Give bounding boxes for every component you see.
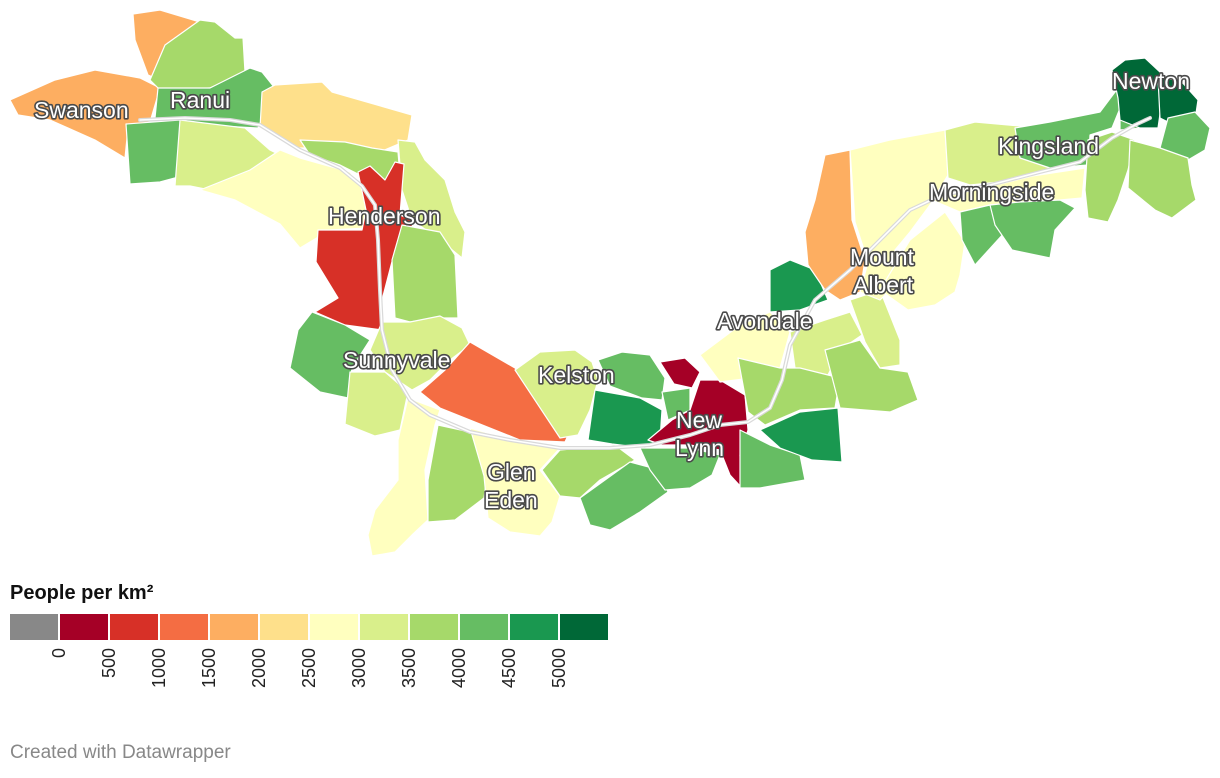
region-kingsland[interactable] bbox=[1014, 87, 1126, 169]
label-kingsland: Kingsland bbox=[998, 133, 1099, 159]
legend-tick-2500: 2500 bbox=[299, 648, 319, 688]
region-eden-terrace[interactable] bbox=[1127, 139, 1197, 219]
region-mount-albert-south[interactable] bbox=[879, 211, 966, 311]
label-henderson: Henderson bbox=[328, 203, 441, 229]
legend-tick-4000: 4000 bbox=[449, 648, 469, 688]
legend-tick-3000: 3000 bbox=[349, 648, 369, 688]
region-avondale-southeast[interactable] bbox=[824, 339, 919, 413]
legend-swatch-2 bbox=[110, 614, 158, 640]
label-mount-albert-line2: Albert bbox=[853, 272, 914, 298]
legend-swatch-9 bbox=[460, 614, 508, 640]
label-newton: Newton bbox=[1112, 68, 1190, 94]
label-new-lynn-line2: Lynn bbox=[675, 435, 724, 461]
label-kelston: Kelston bbox=[538, 362, 615, 388]
legend-swatch-0 bbox=[10, 614, 58, 640]
legend-swatch-7 bbox=[360, 614, 408, 640]
legend-swatch-10 bbox=[510, 614, 558, 640]
legend-tick-500: 500 bbox=[99, 648, 119, 678]
region-kelston[interactable] bbox=[514, 349, 599, 439]
label-morningside: Morningside bbox=[929, 179, 1054, 205]
density-map: Swanson Ranui Henderson Sunnyvale Kelsto… bbox=[9, 9, 1211, 557]
legend-tick-1500: 1500 bbox=[199, 648, 219, 688]
region-new-lynn-south[interactable] bbox=[639, 447, 721, 491]
legend-title: People per km² bbox=[10, 582, 154, 604]
rail-line bbox=[138, 116, 1152, 450]
legend-swatch-4 bbox=[210, 614, 258, 640]
label-swanson: Swanson bbox=[34, 97, 129, 123]
label-sunnyvale: Sunnyvale bbox=[343, 347, 450, 373]
legend-swatch-1 bbox=[60, 614, 108, 640]
legend-tick-0: 0 bbox=[49, 648, 69, 658]
label-avondale: Avondale bbox=[717, 308, 813, 334]
region-glen-eden-south[interactable] bbox=[579, 461, 669, 531]
datawrapper-credit[interactable]: Created with Datawrapper bbox=[10, 742, 231, 763]
color-legend: 0 500 1000 1500 2000 2500 3000 3500 4000 4500 5000 bbox=[10, 614, 608, 688]
region-swanson-south[interactable] bbox=[125, 119, 187, 185]
region-new-lynn-east[interactable] bbox=[739, 429, 806, 489]
region-new-lynn-north[interactable] bbox=[659, 357, 701, 389]
legend-swatch-6 bbox=[310, 614, 358, 640]
region-henderson-east[interactable] bbox=[397, 139, 466, 259]
region-morningside-south[interactable] bbox=[989, 199, 1076, 259]
legend-tick-3500: 3500 bbox=[399, 648, 419, 688]
legend-tick-4500: 4500 bbox=[499, 648, 519, 688]
legend-swatch-5 bbox=[260, 614, 308, 640]
legend-swatch-8 bbox=[410, 614, 458, 640]
label-glen-eden-line1: Glen bbox=[487, 459, 536, 485]
region-mount-albert-west[interactable] bbox=[804, 149, 866, 301]
label-ranui: Ranui bbox=[170, 87, 230, 113]
label-new-lynn-line1: New bbox=[676, 407, 722, 433]
label-mount-albert-line1: Mount bbox=[850, 244, 915, 270]
legend-tick-5000: 5000 bbox=[549, 648, 569, 688]
label-glen-eden-line2: Eden bbox=[484, 487, 538, 513]
legend-swatch-11 bbox=[560, 614, 608, 640]
region-avondale-south[interactable] bbox=[759, 407, 843, 463]
region-glen-eden-west[interactable] bbox=[367, 397, 441, 557]
legend-tick-1000: 1000 bbox=[149, 648, 169, 688]
region-ranui-north[interactable] bbox=[149, 19, 246, 91]
region-kelston-east[interactable] bbox=[597, 351, 666, 401]
legend-swatch-3 bbox=[160, 614, 208, 640]
legend-tick-2000: 2000 bbox=[249, 648, 269, 688]
